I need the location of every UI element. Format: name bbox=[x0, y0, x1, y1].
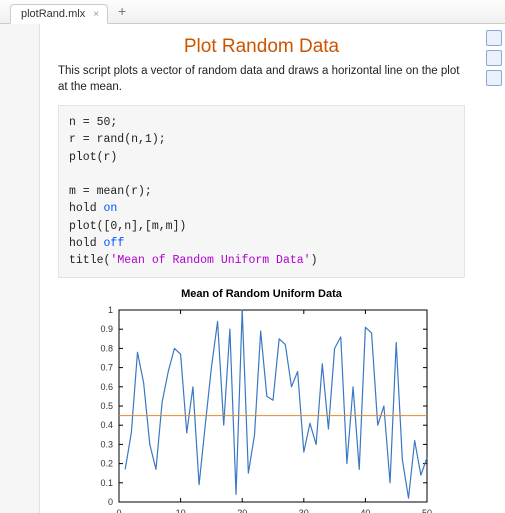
tool-button-2[interactable] bbox=[486, 50, 502, 66]
svg-text:0.6: 0.6 bbox=[100, 382, 113, 392]
content-area: Plot Random Data This script plots a vec… bbox=[0, 24, 505, 513]
tab-bar: plotRand.mlx × + bbox=[0, 0, 505, 24]
tool-button-3[interactable] bbox=[486, 70, 502, 86]
svg-text:0.9: 0.9 bbox=[100, 324, 113, 334]
side-toolbar bbox=[483, 24, 505, 513]
page-description: This script plots a vector of random dat… bbox=[58, 64, 465, 95]
svg-text:20: 20 bbox=[237, 508, 247, 513]
svg-text:1: 1 bbox=[107, 305, 112, 315]
svg-text:0: 0 bbox=[116, 508, 121, 513]
new-tab-button[interactable]: + bbox=[108, 0, 136, 22]
svg-text:10: 10 bbox=[175, 508, 185, 513]
svg-text:30: 30 bbox=[298, 508, 308, 513]
svg-text:0: 0 bbox=[107, 497, 112, 507]
page-title: Plot Random Data bbox=[58, 36, 465, 58]
svg-text:0.1: 0.1 bbox=[100, 478, 113, 488]
chart-title: Mean of Random Uniform Data bbox=[77, 288, 447, 300]
document: Plot Random Data This script plots a vec… bbox=[40, 24, 483, 513]
close-icon[interactable]: × bbox=[93, 9, 99, 20]
chart-container: Mean of Random Uniform Data 0 0.1 0.2 0.3 0.… bbox=[77, 288, 447, 513]
line-chart: 00.10.20.30.40.50.60.70.80.9101020304050 bbox=[77, 302, 447, 513]
tool-button-1[interactable] bbox=[486, 30, 502, 46]
svg-text:0.7: 0.7 bbox=[100, 363, 113, 373]
tab-file[interactable]: plotRand.mlx × bbox=[10, 4, 108, 24]
svg-text:0.2: 0.2 bbox=[100, 459, 113, 469]
svg-text:50: 50 bbox=[421, 508, 431, 513]
svg-text:0.8: 0.8 bbox=[100, 344, 113, 354]
section-gutter bbox=[0, 24, 40, 513]
tab-label: plotRand.mlx bbox=[21, 8, 85, 20]
svg-text:40: 40 bbox=[360, 508, 370, 513]
code-block[interactable]: n = 50; r = rand(n,1); plot(r) m = mean(… bbox=[58, 105, 465, 278]
svg-text:0.5: 0.5 bbox=[100, 401, 113, 411]
svg-text:0.3: 0.3 bbox=[100, 440, 113, 450]
svg-text:0.4: 0.4 bbox=[100, 420, 113, 430]
